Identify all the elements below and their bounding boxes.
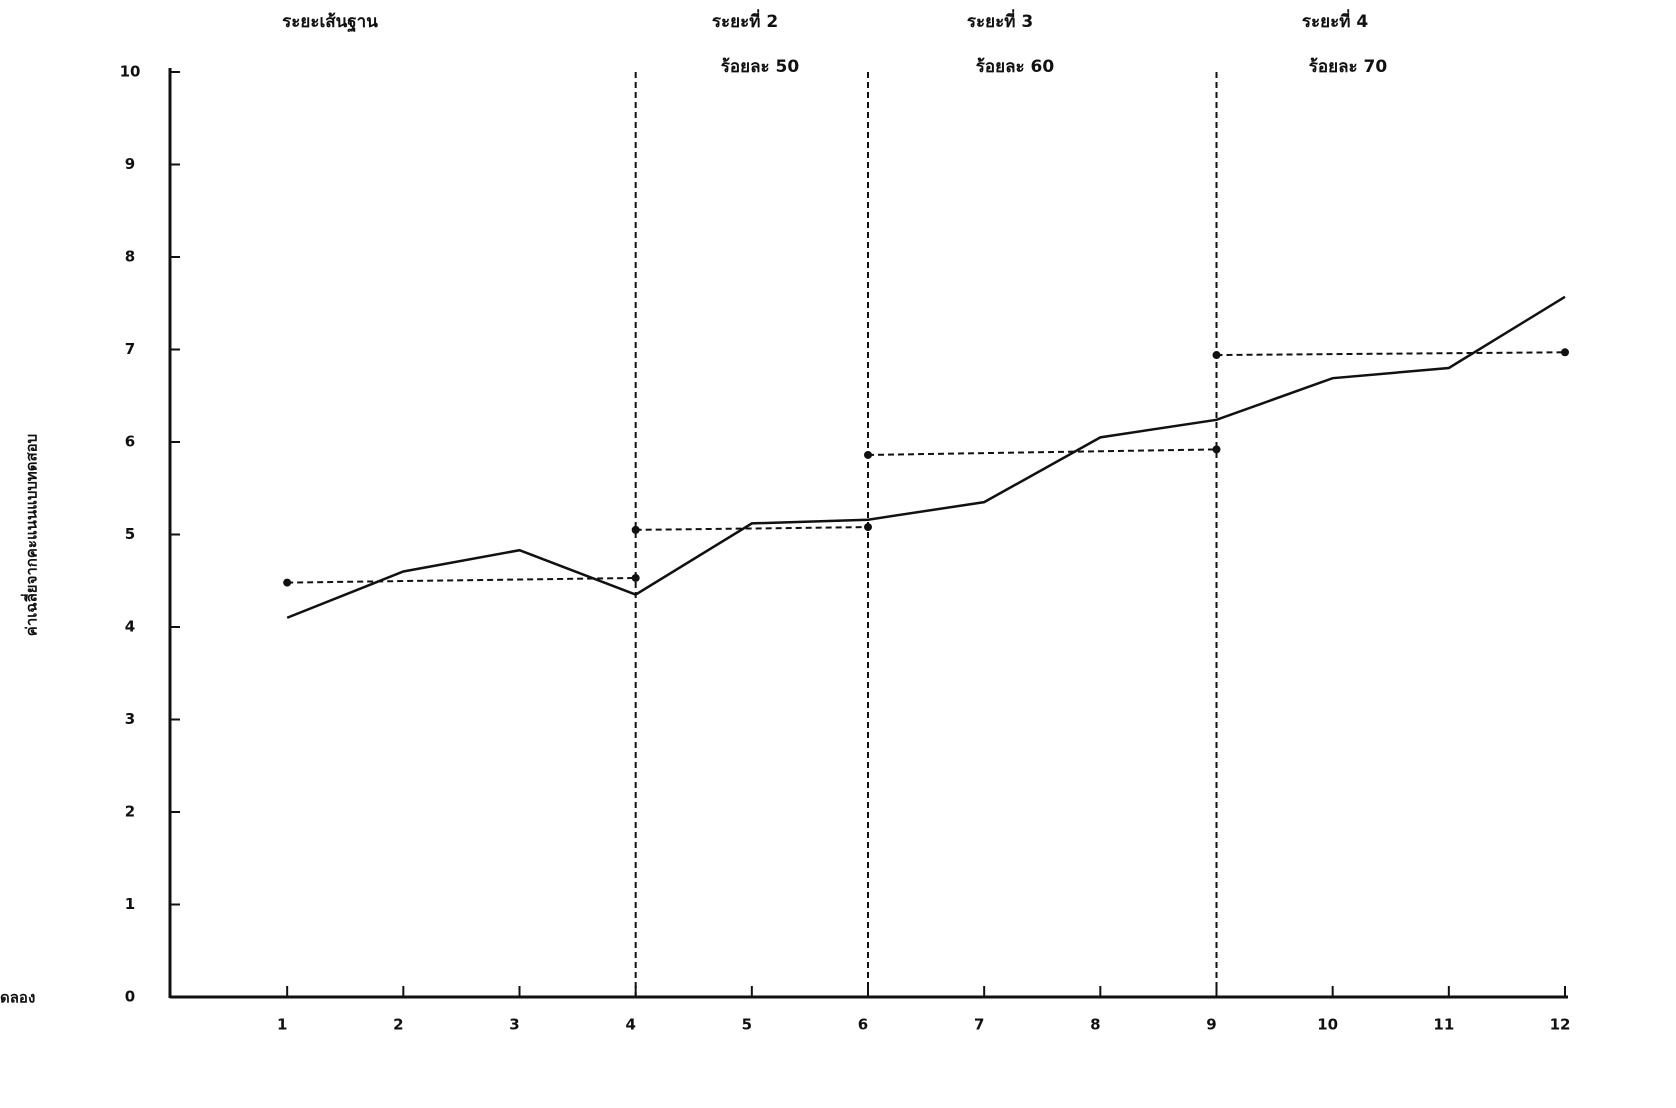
y-tick-label: 1	[125, 895, 135, 913]
x-tick-label: 9	[1206, 1016, 1216, 1034]
x-tick-label: 12	[1550, 1016, 1571, 1034]
y-tick-label: 3	[125, 710, 135, 728]
phase-mean-line	[287, 576, 636, 584]
y-tick-label: 2	[125, 803, 135, 821]
y-tick-label: 6	[125, 433, 135, 451]
marker	[1561, 348, 1569, 357]
x-tick-label: 5	[742, 1016, 752, 1034]
x-tick-label: 2	[393, 1016, 403, 1034]
marker	[864, 523, 872, 532]
phase-title: ระยะเส้นฐาน	[282, 12, 378, 33]
x-tick-label: 8	[1090, 1016, 1100, 1034]
marker	[1212, 445, 1221, 454]
y-tick-label: 10	[120, 63, 141, 81]
y-tick-label: 7	[125, 340, 135, 358]
phase-subtitle: ร้อยละ 60	[976, 57, 1055, 77]
x-tick-label: 4	[625, 1016, 635, 1034]
phase-title: ระยะที่ 4	[1302, 9, 1368, 32]
x-tick-label: 10	[1317, 1016, 1338, 1034]
y-tick-label: 4	[125, 618, 135, 636]
y-tick-label: 8	[125, 248, 135, 266]
phase-subtitle: ร้อยละ 70	[1309, 57, 1388, 77]
y-tick-label: 5	[125, 525, 135, 543]
marker	[864, 450, 872, 459]
x-tick-label: 7	[974, 1016, 984, 1034]
y-tick-label: 9	[125, 155, 135, 173]
x-tick-label: 3	[509, 1016, 519, 1034]
marker	[283, 578, 292, 587]
y-tick-label: 0	[125, 988, 135, 1006]
phase-title: ระยะที่ 3	[967, 9, 1033, 32]
phase-mean-line	[867, 448, 1217, 456]
x-axis-label: ดลอง	[0, 989, 35, 1007]
phase-title: ระยะที่ 2	[712, 9, 778, 32]
marker	[1212, 351, 1221, 360]
x-tick-label: 6	[858, 1016, 868, 1034]
data-line	[286, 295, 1566, 619]
x-tick-label: 11	[1433, 1016, 1454, 1034]
marker	[631, 573, 640, 582]
phase-mean-line	[1216, 351, 1566, 357]
x-tick-label: 1	[277, 1016, 287, 1034]
phase-subtitle: ร้อยละ 50	[721, 57, 800, 77]
marker	[631, 525, 640, 534]
phase-mean-line	[635, 526, 869, 531]
y-axis-label: ค่าเฉลี่ยจากคะแนนแบบทดสอบ	[21, 434, 41, 636]
